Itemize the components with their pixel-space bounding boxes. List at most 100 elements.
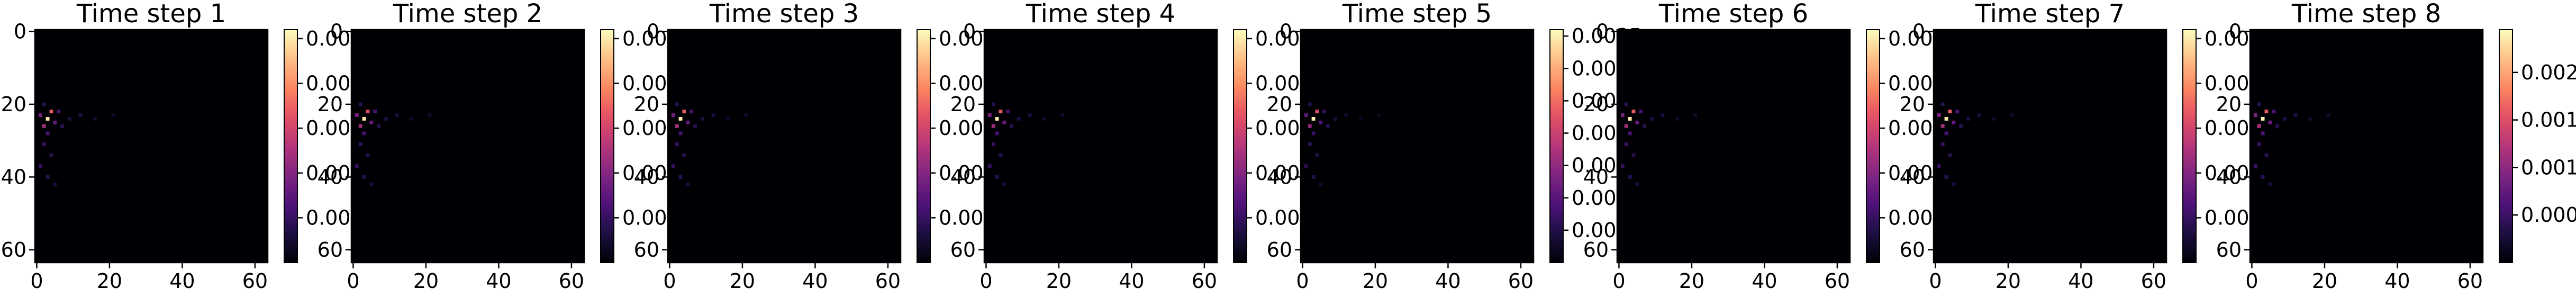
heatmap-cell — [395, 113, 399, 117]
heatmap-cell — [995, 131, 999, 136]
heatmap-cell — [1992, 117, 1996, 121]
y-tick-label: 0 — [2229, 20, 2242, 43]
heatmap-cell — [1948, 110, 1952, 114]
heatmap-cell — [2010, 113, 2014, 117]
heatmap-cell — [1944, 117, 1948, 121]
heatmap-background — [2250, 30, 2483, 263]
heatmap-cell — [1308, 124, 1312, 128]
heatmap-cell — [1308, 102, 1312, 106]
heatmap-background — [984, 30, 1217, 263]
x-tick-label: 20 — [1363, 269, 1388, 293]
heatmap-background — [1301, 30, 1534, 263]
y-tick-label: 40 — [318, 165, 343, 188]
x-tick-label: 60 — [1825, 269, 1850, 293]
heatmap-cell — [1628, 131, 1632, 136]
heatmap-cell — [60, 124, 64, 128]
heatmap-cell — [675, 102, 679, 106]
heatmap-cell — [1010, 124, 1013, 128]
y-tick-label: 40 — [1583, 165, 1609, 188]
axes-frame — [350, 29, 585, 264]
x-tick-label: 20 — [2312, 269, 2337, 293]
heatmap-cell — [2261, 117, 2265, 121]
heatmap-cell — [2326, 113, 2330, 117]
heatmap-cell — [690, 110, 694, 114]
heatmap-cell — [2264, 110, 2269, 114]
heatmap-cell — [2282, 117, 2287, 121]
heatmap-cell — [700, 117, 704, 121]
colorbar-tick-label: 0.0020 — [2521, 61, 2576, 84]
heatmap-cell — [49, 153, 53, 157]
panel-title: Time step 4 — [1026, 0, 1175, 29]
heatmap-cell — [2275, 124, 2279, 128]
heatmap-cell — [46, 175, 50, 179]
heatmap-cell — [78, 113, 83, 117]
heatmap-cell — [1649, 117, 1654, 121]
y-tick-label: 60 — [634, 238, 659, 261]
x-tick-label: 0 — [979, 269, 992, 293]
y-tick-label: 0 — [647, 20, 659, 43]
heatmap-cell — [1940, 142, 1945, 146]
panel-title: Time step 3 — [709, 0, 859, 29]
heatmap-cell — [2257, 102, 2261, 106]
y-tick-label: 0 — [14, 20, 26, 43]
y-tick-label: 20 — [634, 93, 659, 116]
heatmap-cell — [1944, 175, 1948, 179]
heatmap-cell — [1952, 182, 1956, 186]
x-tick-label: 60 — [1508, 269, 1534, 293]
heatmap-cell — [2261, 175, 2265, 179]
y-tick-label: 40 — [1, 165, 26, 188]
axes-frame — [667, 29, 902, 264]
heatmap-cell — [1948, 153, 1952, 157]
y-tick-label: 20 — [1, 93, 26, 116]
heatmap-cell — [682, 110, 686, 114]
heatmap-cell — [384, 117, 388, 121]
x-tick-label: 60 — [2141, 269, 2166, 293]
heatmap-cell — [1937, 164, 1941, 168]
heatmap-cell — [1333, 117, 1337, 121]
heatmap-cell — [1311, 175, 1316, 179]
panel-title: Time step 7 — [1975, 0, 2125, 29]
heatmap-cell — [678, 131, 683, 136]
heatmap-cell — [2261, 131, 2265, 136]
heatmap-cell — [93, 117, 97, 121]
axes-frame — [1933, 29, 2167, 264]
y-tick-label: 20 — [318, 93, 343, 116]
x-tick-label: 0 — [1296, 269, 1309, 293]
heatmap-cell — [366, 153, 370, 157]
colorbar — [917, 29, 931, 263]
heatmap-cell — [999, 153, 1003, 157]
y-tick-label: 20 — [2216, 93, 2242, 116]
heatmap-cell — [1624, 124, 1628, 128]
heatmap-cell — [38, 113, 42, 117]
heatmap-cell — [1028, 113, 1032, 117]
y-tick-label: 0 — [330, 20, 343, 43]
heatmap-cell — [1620, 164, 1625, 168]
colorbar-tick-label: 0.0015 — [2521, 109, 2576, 132]
heatmap-cell — [991, 124, 995, 128]
heatmap-cell — [1315, 153, 1319, 157]
heatmap-cell — [2293, 113, 2298, 117]
x-tick-label: 40 — [486, 269, 511, 293]
heatmap-cell — [1017, 117, 1021, 121]
heatmap-cell — [991, 102, 995, 106]
heatmap-cell — [1955, 110, 1960, 114]
panel-title: Time step 2 — [393, 0, 542, 29]
x-tick-label: 40 — [169, 269, 195, 293]
heatmap-cell — [1042, 117, 1046, 121]
heatmap-cell — [1643, 124, 1646, 128]
x-tick-label: 60 — [242, 269, 268, 293]
heatmap-cell — [2308, 117, 2312, 121]
heatmap-cell — [726, 117, 730, 121]
x-tick-label: 0 — [347, 269, 359, 293]
heatmap-cell — [1377, 113, 1381, 117]
heatmap-cell — [686, 182, 690, 186]
heatmap-cell — [362, 131, 366, 136]
heatmap-cell — [1060, 113, 1065, 117]
heatmap-cell — [1635, 182, 1639, 186]
colorbar — [600, 29, 614, 263]
y-tick-label: 40 — [1267, 165, 1292, 188]
x-tick-label: 40 — [802, 269, 828, 293]
axes-frame — [34, 29, 269, 264]
heatmap-cell — [1631, 153, 1636, 157]
y-tick-label: 60 — [318, 238, 343, 261]
